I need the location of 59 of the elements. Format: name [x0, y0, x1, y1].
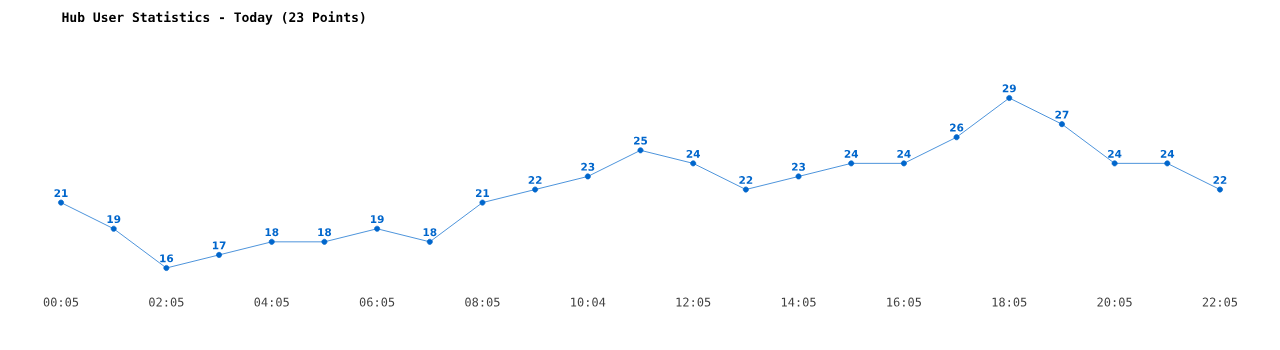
point: [637, 147, 644, 154]
x-tick-label: 16:05: [887, 297, 921, 307]
data-label: 24: [844, 149, 859, 158]
point: [479, 199, 486, 206]
point: [1111, 160, 1118, 167]
data-label: 29: [1002, 84, 1016, 93]
point: [58, 199, 64, 206]
point: [216, 251, 223, 258]
point: [426, 238, 433, 245]
chart-title: Hub User Statistics - Today (23 Points): [62, 11, 365, 25]
x-tick-label: 20:05: [1097, 297, 1132, 307]
x-tick-label: 06:05: [359, 297, 395, 307]
x-tick-label: 02:05: [149, 297, 184, 307]
point: [742, 186, 749, 193]
data-label: 24: [1160, 149, 1175, 158]
data-label: 19: [107, 215, 121, 224]
data-label: 21: [54, 189, 68, 197]
point: [1006, 95, 1013, 101]
data-label: 18: [265, 228, 279, 237]
data-label: 18: [423, 228, 437, 237]
data-label: 24: [686, 149, 700, 158]
point: [321, 238, 328, 245]
point: [900, 160, 907, 167]
data-label: 24: [1108, 149, 1122, 158]
data-label: 17: [212, 241, 226, 250]
x-tick-label: 10:04: [571, 297, 606, 307]
data-label: 22: [1213, 176, 1227, 184]
data-label: 16: [160, 254, 174, 263]
data-label: 26: [950, 123, 964, 132]
point: [163, 265, 170, 271]
data-label: 23: [581, 162, 595, 171]
point: [1164, 160, 1171, 167]
point: [848, 160, 855, 167]
data-label: 19: [370, 215, 384, 224]
x-tick-label: 14:05: [781, 297, 816, 307]
point: [1058, 121, 1065, 128]
data-label: 27: [1055, 110, 1069, 119]
data-label: 23: [792, 162, 805, 171]
point: [374, 225, 381, 232]
x-tick-label: 18:05: [992, 297, 1027, 307]
point: [110, 225, 117, 232]
point: [690, 160, 697, 167]
data-label: 21: [475, 189, 490, 197]
point: [584, 173, 591, 180]
point: [795, 173, 802, 180]
point: [268, 238, 275, 245]
x-tick-label: 12:05: [676, 297, 711, 307]
data-label: 25: [634, 136, 648, 145]
point: [953, 134, 960, 141]
point: [1217, 186, 1223, 193]
point: [532, 186, 539, 193]
x-tick-label: 22:05: [1202, 297, 1238, 307]
data-label: 24: [897, 149, 911, 158]
data-label: 22: [739, 176, 753, 184]
data-label: 22: [528, 176, 542, 184]
data-label: 18: [318, 228, 332, 237]
x-tick-label: 00:05: [43, 297, 79, 307]
x-tick-label: 04:05: [254, 297, 289, 307]
x-tick-label: 08:05: [465, 297, 500, 307]
